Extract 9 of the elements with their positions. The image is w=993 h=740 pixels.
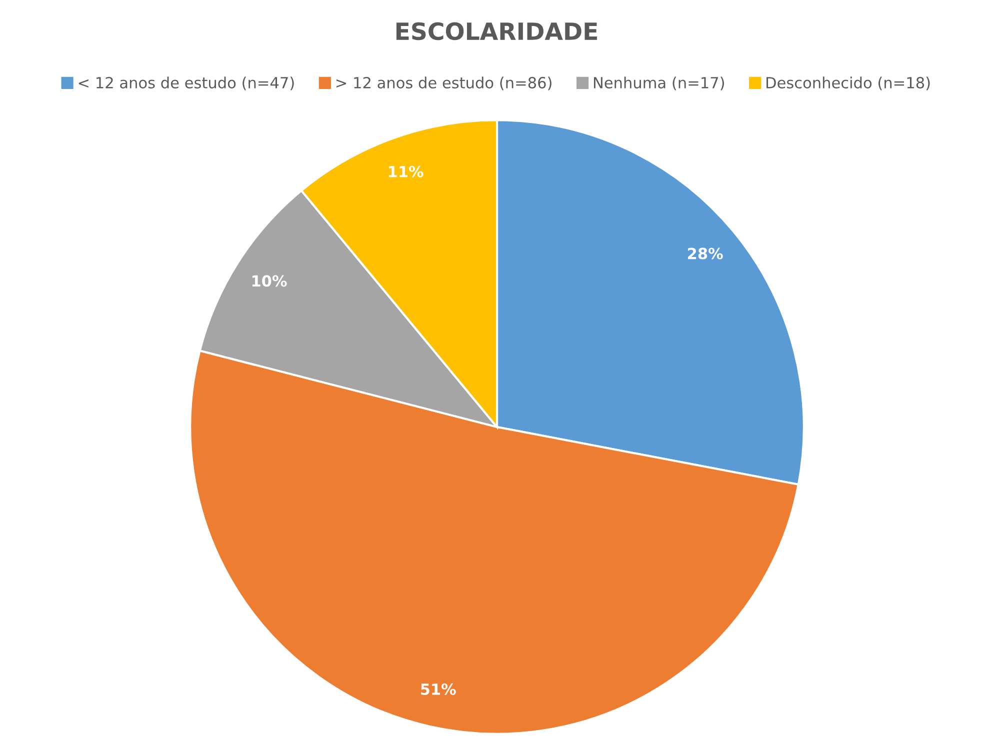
legend-label: Desconhecido (n=18) [766, 76, 930, 90]
legend-label: > 12 anos de estudo (n=86) [336, 76, 552, 90]
data-label: 28% [688, 248, 723, 260]
legend-label: Nenhuma (n=17) [594, 76, 724, 90]
legend-label: < 12 anos de estudo (n=47) [78, 76, 294, 90]
chart-title: ESCOLARIDADE [396, 22, 597, 40]
data-label: 51% [420, 683, 456, 695]
data-label: 10% [252, 275, 287, 287]
data-label: 11% [388, 166, 424, 178]
